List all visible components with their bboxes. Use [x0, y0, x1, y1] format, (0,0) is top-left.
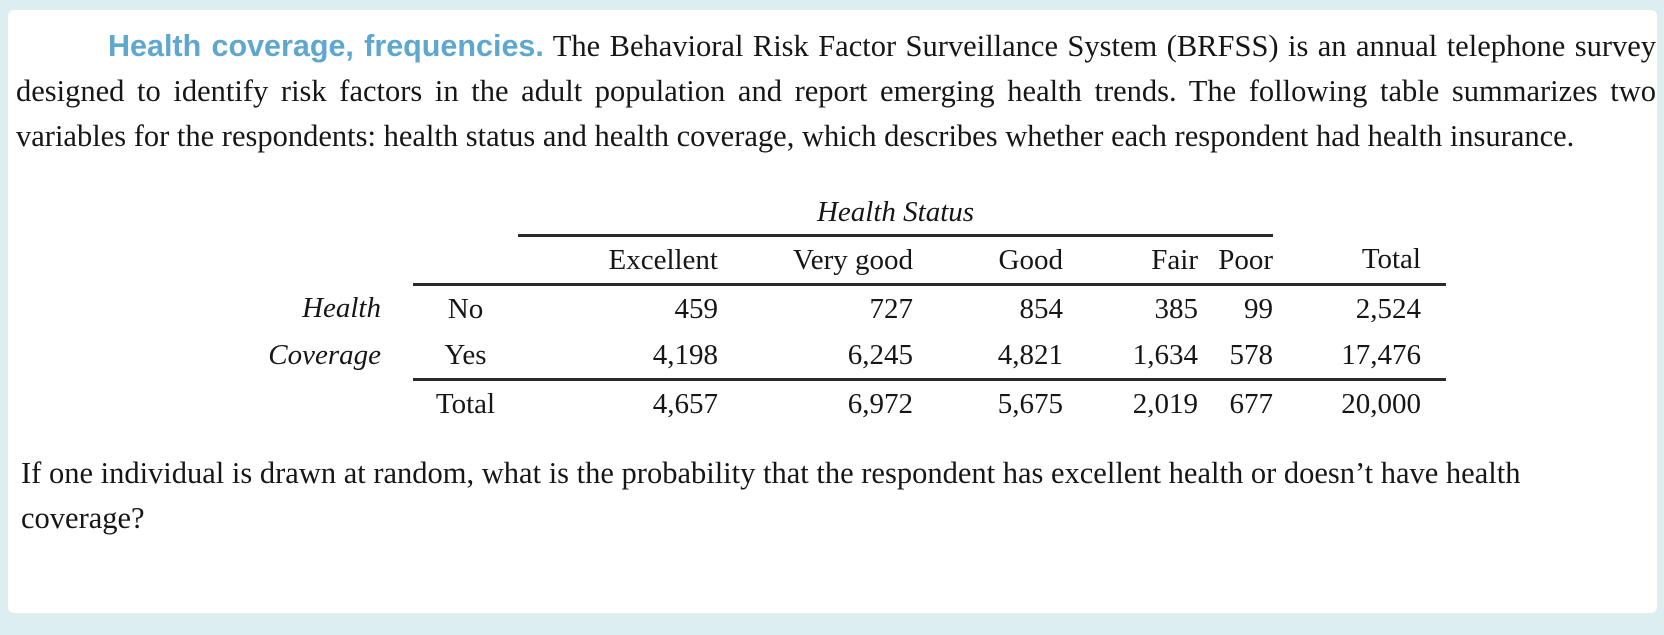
problem-intro-text: The Behavioral Risk Factor Surveillance … — [16, 29, 1657, 153]
table-row-no: Health No 459 727 854 385 99 2,524 — [268, 285, 1446, 333]
col-header-very-good: Very good — [718, 235, 913, 286]
cell-yes-fair: 1,634 — [1063, 332, 1198, 381]
cell-no-poor: 99 — [1244, 292, 1273, 325]
table-row-yes: Coverage Yes 4,198 6,245 4,821 1,634 578… — [268, 332, 1446, 381]
col-header-excellent: Excellent — [518, 235, 718, 286]
cell-total-very-good: 6,972 — [847, 387, 913, 420]
cell-yes-excellent: 4,198 — [518, 332, 718, 381]
column-header-row: Excellent Very good Good Fair Poor Total — [268, 235, 1446, 286]
cell-no-total: 2,524 — [1355, 292, 1421, 325]
col-header-total: Total — [1273, 235, 1446, 286]
cell-yes-very-good: 6,245 — [718, 332, 913, 381]
row-group-label-health: Health — [302, 291, 381, 324]
span-header-spacer-right — [1273, 189, 1446, 236]
problem-statement: Health coverage, frequencies. The Behavi… — [16, 24, 1656, 159]
cell-total-poor: 677 — [1229, 387, 1274, 420]
question-text: If one individual is drawn at random, wh… — [21, 456, 1521, 535]
header-spacer-rowlabel-col — [413, 235, 518, 286]
cell-total-fair: 2,019 — [1132, 387, 1198, 420]
contingency-table-wrapper: Health Status Excellent Very good Good F… — [16, 189, 1649, 427]
cell-yes-good: 4,821 — [913, 332, 1063, 381]
row-label-yes: Yes — [413, 332, 518, 381]
row-group-spacer — [268, 380, 413, 428]
row-label-total: Total — [435, 387, 496, 420]
col-header-fair: Fair — [1063, 235, 1198, 286]
row-group-label-coverage: Coverage — [268, 339, 381, 372]
header-spacer-group-col — [268, 236, 413, 285]
contingency-table: Health Status Excellent Very good Good F… — [268, 189, 1446, 427]
cell-total-total: 20,000 — [1341, 387, 1421, 420]
span-header-spacer-left — [268, 189, 518, 236]
cell-total-excellent: 4,657 — [652, 387, 718, 420]
problem-card: Health coverage, frequencies. The Behavi… — [8, 10, 1657, 613]
cell-no-fair: 385 — [1154, 292, 1199, 325]
cell-no-excellent: 459 — [674, 292, 719, 325]
table-row-total: Total 4,657 6,972 5,675 2,019 677 20,000 — [268, 380, 1446, 428]
col-header-poor: Poor — [1198, 235, 1273, 286]
problem-title: Health coverage, frequencies. — [108, 29, 544, 63]
cell-yes-poor: 578 — [1198, 332, 1273, 381]
cell-yes-total: 17,476 — [1273, 332, 1446, 381]
span-header-row: Health Status — [268, 189, 1446, 237]
row-label-no: No — [447, 292, 484, 325]
col-header-good: Good — [913, 235, 1063, 286]
cell-no-very-good: 727 — [869, 292, 914, 325]
health-status-span-header: Health Status — [518, 189, 1273, 237]
cell-no-good: 854 — [1019, 292, 1064, 325]
cell-total-good: 5,675 — [997, 387, 1063, 420]
